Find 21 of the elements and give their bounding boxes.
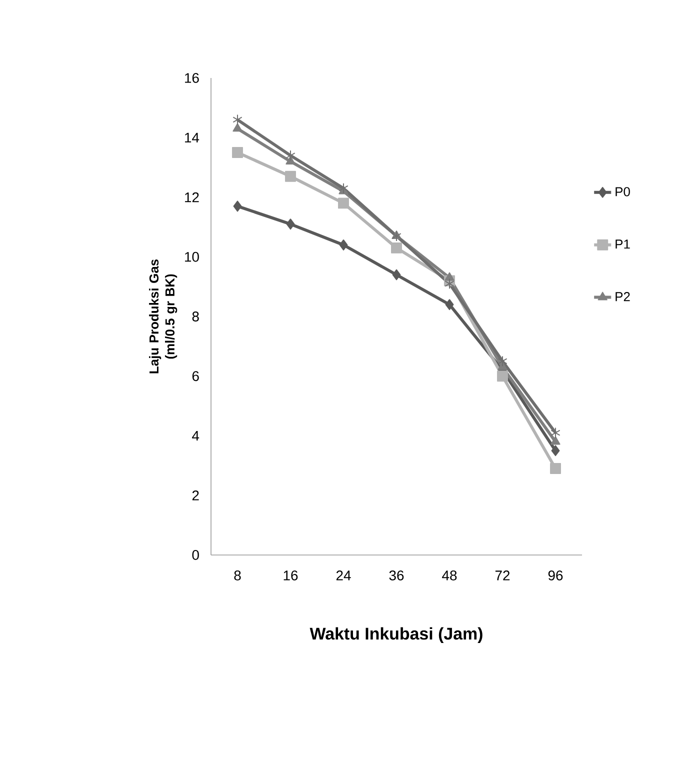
x-tick-label: 72 — [495, 570, 510, 580]
x-tick-label: 8 — [234, 570, 241, 580]
y-tick-label: 4 — [192, 430, 200, 441]
y-axis-title: Laju Produksi Gas (ml/0.5 gr BK) — [149, 259, 178, 374]
x-tick-label: 48 — [442, 570, 457, 580]
y-tick-label: 0 — [192, 550, 199, 560]
x-tick-label: 24 — [336, 570, 351, 580]
y-tick-label: 12 — [185, 192, 199, 202]
y-tick-label: 14 — [185, 132, 200, 142]
y-tick-label: 6 — [192, 371, 199, 382]
y-tick-label: 8 — [192, 312, 199, 322]
y-tick-label: 16 — [185, 73, 199, 83]
legend-label: P1 — [616, 240, 630, 249]
y-tick-label: 10 — [185, 252, 199, 262]
legend-label: P2 — [616, 292, 630, 302]
y-tick-label: 2 — [192, 490, 199, 500]
x-tick-label: 16 — [284, 570, 298, 580]
x-axis-title: Waktu Inkubasi (Jam) — [310, 627, 482, 644]
x-tick-label: 96 — [548, 570, 563, 580]
x-tick-label: 36 — [389, 570, 404, 580]
legend-label: P0 — [616, 187, 630, 196]
